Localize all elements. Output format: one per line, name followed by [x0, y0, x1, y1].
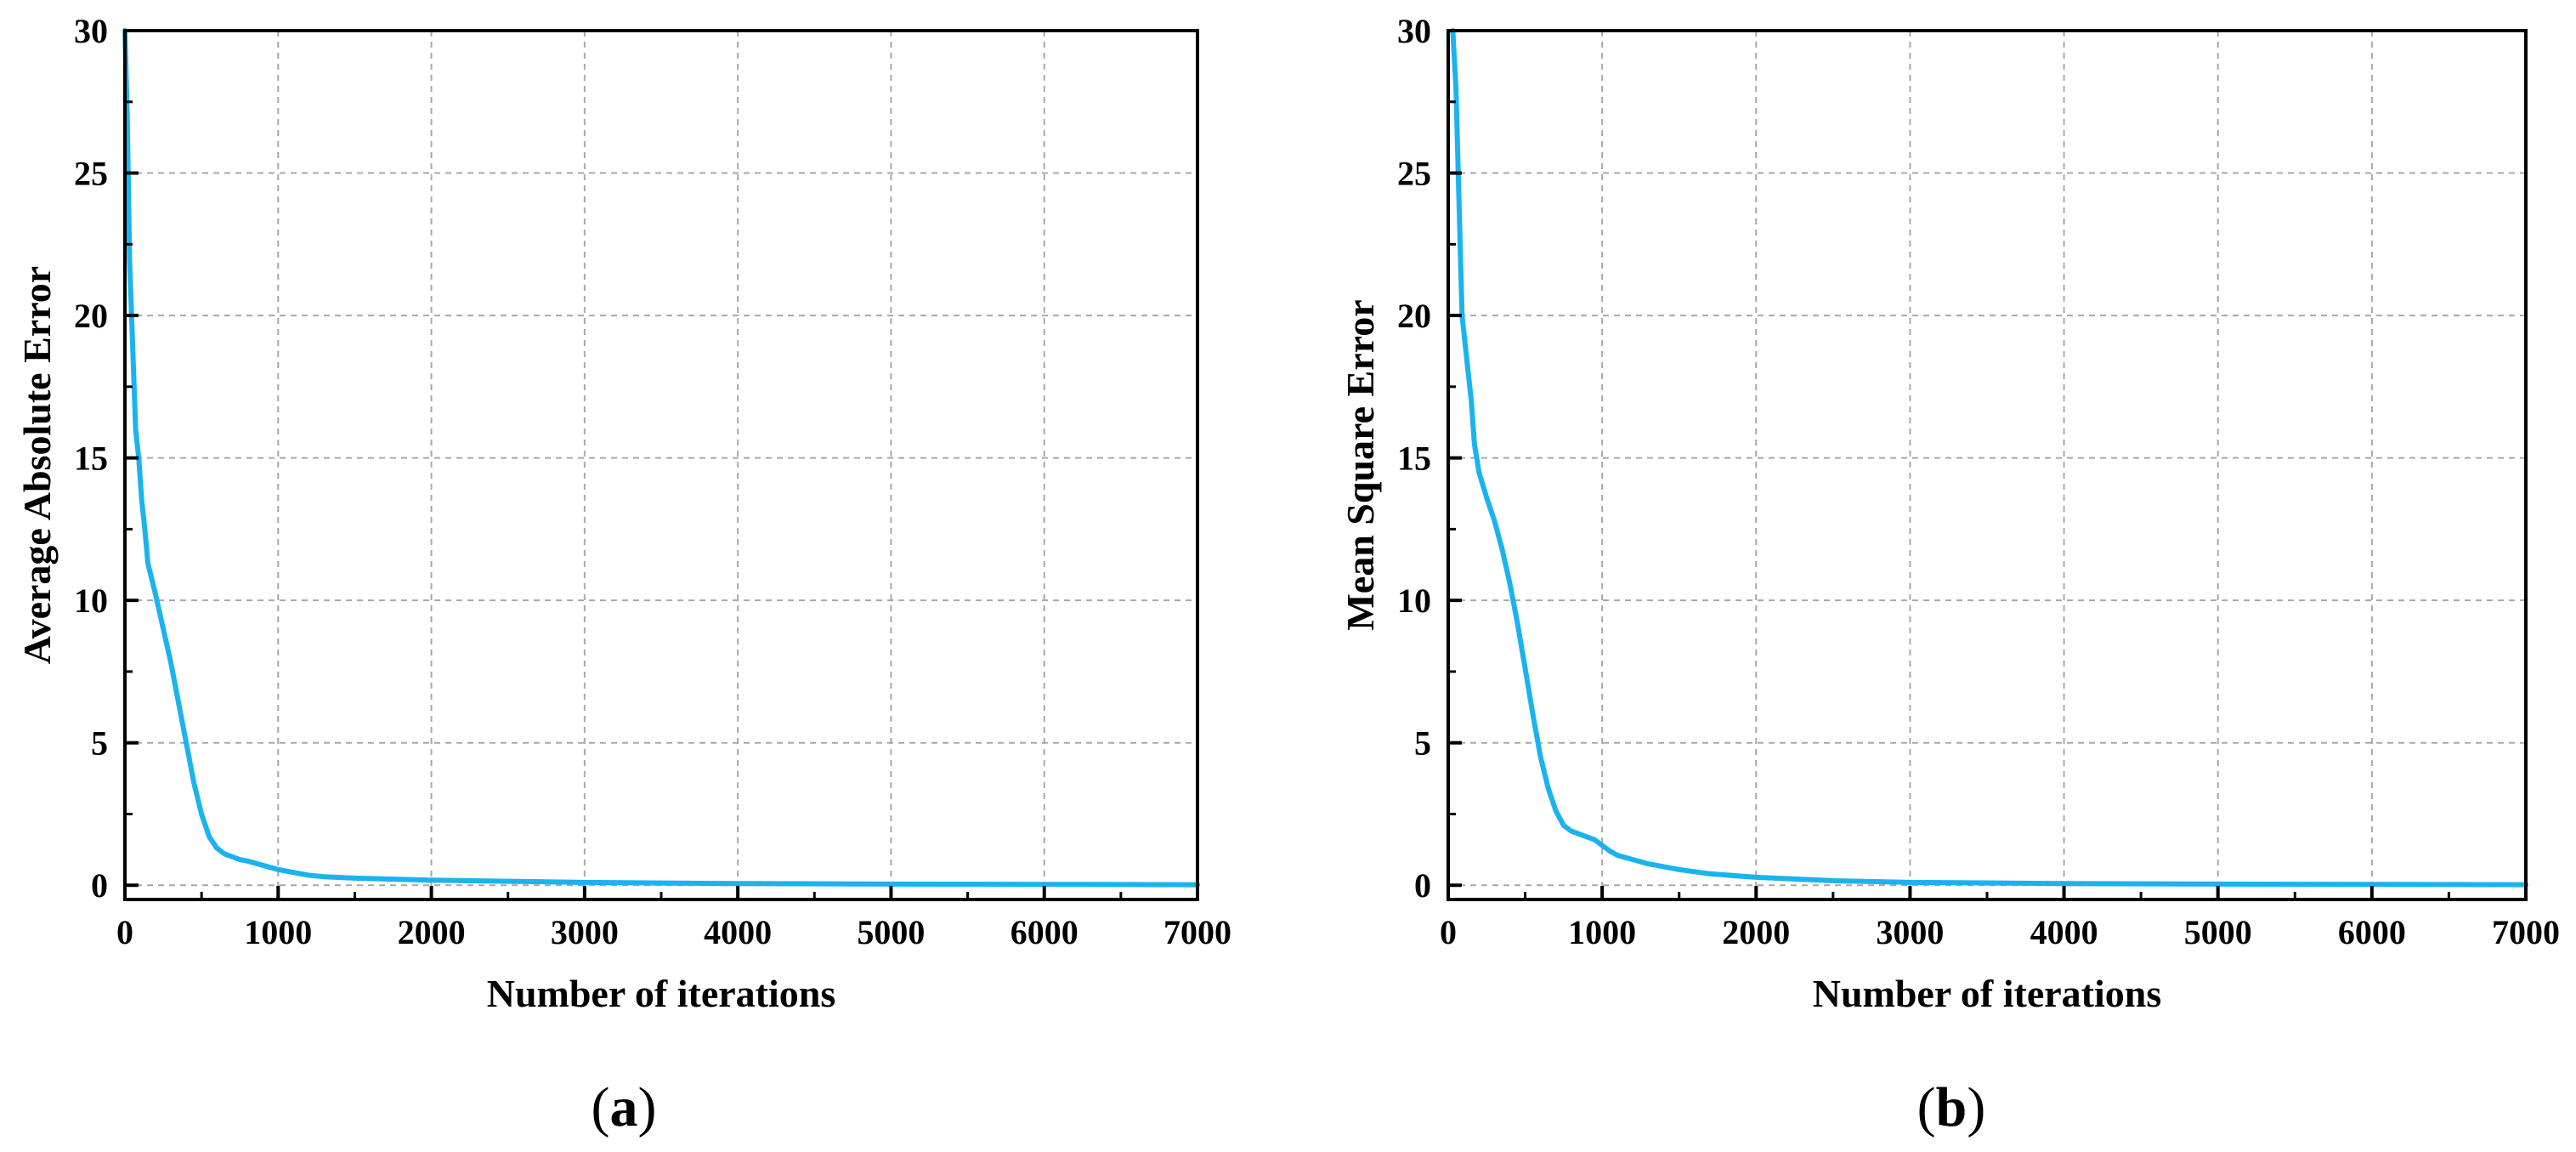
x-tick-label: 6000 — [1011, 913, 1079, 951]
x-tick-label: 2000 — [398, 913, 466, 951]
x-tick-label: 2000 — [1722, 913, 1790, 951]
y-tick-label: 10 — [1397, 582, 1431, 620]
x-axis-label: Number of iterations — [1813, 972, 2162, 1015]
y-tick-label: 5 — [1414, 724, 1431, 763]
panel-label-b: (b) — [1916, 1076, 1986, 1138]
x-tick-label: 3000 — [551, 913, 619, 951]
y-tick-label: 15 — [1397, 440, 1431, 478]
x-tick-label: 5000 — [2184, 913, 2252, 951]
x-tick-label: 7000 — [1163, 913, 1231, 951]
x-tick-label: 0 — [1440, 913, 1457, 951]
y-tick-label: 5 — [91, 724, 108, 763]
y-axis-label: Mean Square Error — [1339, 299, 1382, 630]
x-tick-label: 7000 — [2492, 913, 2560, 951]
plot-frame — [123, 29, 1199, 901]
y-tick-label: 20 — [1397, 297, 1431, 335]
y-tick-label: 10 — [74, 582, 108, 620]
panel-a-chart: 0 1000 2000 3000 4000 5000 6000 7000 0 5 10 15 20 25 3… — [15, 12, 1231, 1015]
series-line — [122, 28, 1200, 888]
y-axis-label: Average Absolute Error — [15, 266, 59, 664]
panel-b-chart: 0 1000 2000 3000 4000 5000 6000 7000 0 5 10 15 20 25 3… — [1339, 12, 2560, 1015]
y-tick-label: 25 — [1397, 155, 1431, 193]
y-tick-label: 20 — [74, 297, 108, 335]
x-tick-label: 4000 — [704, 913, 772, 951]
plot-frame — [1447, 29, 2528, 901]
x-tick-label: 3000 — [1876, 913, 1944, 951]
x-tick-label: 1000 — [244, 913, 312, 951]
x-tick-label: 0 — [116, 913, 133, 951]
y-tick-label: 0 — [1414, 866, 1431, 905]
y-tick-label: 0 — [91, 866, 108, 905]
x-tick-label: 1000 — [1568, 913, 1636, 951]
x-tick-label: 6000 — [2338, 913, 2406, 951]
y-tick-label: 30 — [1397, 12, 1431, 50]
panel-label-a: (a) — [591, 1076, 657, 1138]
x-axis-label: Number of iterations — [487, 972, 836, 1015]
x-tick-label: 4000 — [2030, 913, 2098, 951]
y-tick-label: 30 — [74, 12, 108, 50]
y-tick-label: 15 — [74, 440, 108, 478]
series-line — [1450, 28, 2528, 888]
y-tick-label: 25 — [74, 155, 108, 193]
x-tick-label: 5000 — [857, 913, 925, 951]
